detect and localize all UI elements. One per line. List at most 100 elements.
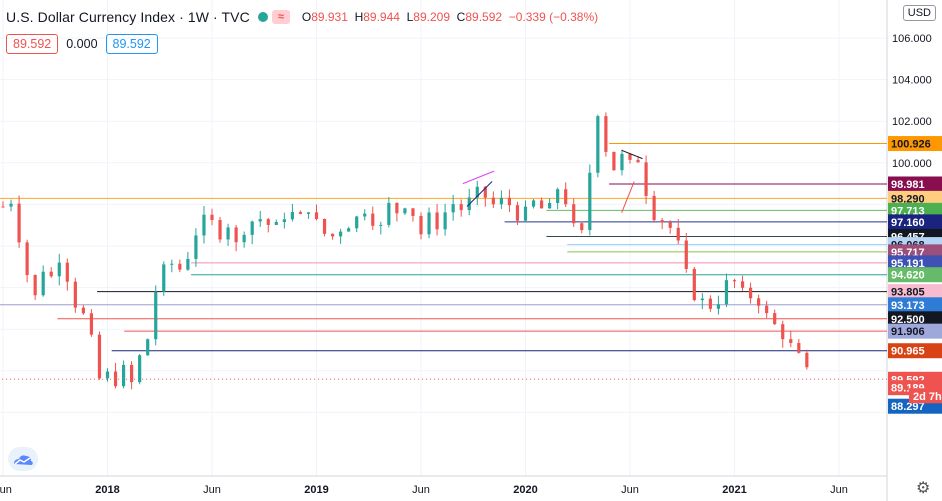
- candle-body: [700, 298, 704, 301]
- candle-body: [572, 204, 576, 224]
- candle-body: [154, 291, 158, 340]
- trade-row: 89.592 0.000 89.592: [6, 34, 158, 54]
- candle-body: [435, 212, 439, 230]
- candle-body: [692, 268, 696, 301]
- candle-body: [266, 219, 270, 225]
- currency-label[interactable]: USD: [902, 5, 936, 21]
- candle-body: [306, 212, 311, 214]
- candle-body: [507, 197, 512, 206]
- candle-body: [781, 324, 785, 340]
- candle-body: [25, 242, 29, 276]
- countdown-label-bg: [909, 388, 942, 404]
- candle-body: [556, 189, 560, 203]
- tradingview-logo[interactable]: [8, 447, 38, 471]
- candle-body: [548, 202, 552, 209]
- price-level-label: 94.620: [891, 270, 925, 282]
- symbol-title[interactable]: U.S. Dollar Currency Index · 1W · TVC: [6, 9, 250, 25]
- candle-body: [483, 186, 487, 198]
- candle-body: [805, 352, 809, 368]
- candle-body: [322, 218, 327, 234]
- time-tick-label: Jun: [621, 484, 639, 496]
- high-value: 89.944: [363, 10, 400, 24]
- candle-body: [89, 313, 94, 335]
- candle-body: [162, 264, 166, 292]
- market-icon: ≈: [271, 10, 290, 24]
- time-tick-label: 2018: [95, 484, 119, 496]
- candle-body: [347, 228, 351, 232]
- candle-body: [459, 204, 463, 211]
- candle-body: [113, 371, 118, 387]
- candle-body: [427, 212, 431, 235]
- price-level-label: 100.926: [891, 139, 931, 151]
- candle-body: [797, 342, 801, 353]
- trendline-drawing: [621, 149, 643, 160]
- candle-body: [411, 208, 415, 216]
- candle-body: [684, 240, 688, 269]
- price-label-bg: [888, 267, 942, 283]
- time-tick-label: 2020: [513, 484, 537, 496]
- candle-body: [475, 186, 479, 198]
- candle-body: [186, 258, 190, 270]
- price-label-bg: [888, 255, 942, 271]
- candle-body: [33, 275, 37, 296]
- candle-body: [724, 280, 729, 305]
- cloud-icon: [14, 455, 33, 465]
- candle-body: [403, 208, 407, 214]
- candle-body: [499, 197, 503, 205]
- price-level-label: 98.290: [891, 193, 925, 205]
- trendline-drawing: [462, 170, 495, 185]
- settings-gear-icon[interactable]: ⚙: [916, 480, 931, 497]
- price-label-bg: [888, 176, 942, 192]
- candle-body: [1, 206, 5, 208]
- price-level-label: 91.906: [891, 326, 925, 338]
- low-key: L: [406, 10, 414, 24]
- candle-body: [290, 212, 294, 220]
- chart-legend: U.S. Dollar Currency Index · 1W · TVC ≈ …: [6, 8, 598, 26]
- price-level-label: 92.500: [891, 314, 925, 326]
- countdown-label: 2d 7h: [913, 391, 942, 403]
- buy-price-button[interactable]: 89.592: [105, 34, 158, 54]
- candle-body: [708, 298, 712, 309]
- candle-body: [17, 203, 21, 243]
- sell-price-button[interactable]: 89.592: [6, 34, 59, 54]
- time-tick-label: Jun: [830, 484, 848, 496]
- candle-body: [564, 189, 568, 205]
- candle-body: [234, 227, 238, 243]
- candle-body: [676, 227, 680, 241]
- candle-body: [716, 304, 721, 309]
- candle-body: [130, 364, 134, 383]
- candle-body: [178, 263, 182, 270]
- open-value: 89.931: [311, 10, 348, 24]
- candle-body: [580, 223, 584, 231]
- candle-body: [419, 215, 423, 235]
- candle-body: [604, 116, 608, 152]
- price-label-bg: [888, 297, 942, 313]
- candle-body: [330, 233, 335, 237]
- candle-body: [395, 202, 399, 214]
- candle-body: [789, 339, 793, 343]
- candle-body: [258, 219, 262, 222]
- candle-body: [515, 205, 520, 221]
- candle-body: [773, 313, 777, 325]
- candle-body: [355, 216, 359, 229]
- high-key: H: [354, 10, 364, 24]
- price-tick-label: 100.000: [892, 158, 932, 170]
- candle-body: [379, 224, 383, 226]
- candle-body: [226, 227, 230, 240]
- candle-body: [97, 334, 102, 379]
- candle-body: [387, 202, 391, 225]
- candle-body: [202, 214, 206, 236]
- candle-body: [443, 212, 447, 230]
- candle-body: [765, 305, 769, 314]
- close-key: C: [456, 10, 466, 24]
- candle-body: [628, 153, 632, 160]
- candle-body: [298, 212, 303, 214]
- candle-body: [636, 159, 640, 163]
- candle-body: [250, 221, 254, 235]
- price-label-bg: [888, 214, 942, 230]
- candle-body: [105, 371, 110, 379]
- candle-body: [757, 298, 761, 306]
- candle-body: [218, 220, 222, 240]
- candle-body: [49, 271, 53, 277]
